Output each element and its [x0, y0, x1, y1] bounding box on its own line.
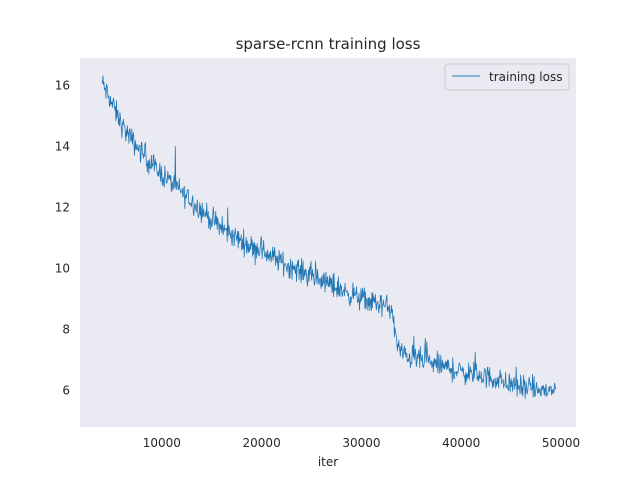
series-line-training-loss: [101, 75, 557, 399]
series-layer: [101, 75, 557, 399]
legend: training loss: [444, 63, 570, 91]
x-axis-ticks: 10000 20000 30000 40000 50000: [143, 436, 580, 450]
y-axis-ticks: 6 8 10 12 14 16: [55, 78, 70, 397]
x-tick-label: 20000: [243, 436, 281, 450]
y-tick-label: 8: [62, 322, 70, 336]
plot-area: [80, 58, 576, 427]
x-axis-label: iter: [318, 455, 338, 469]
chart-title: sparse-rcnn training loss: [236, 35, 421, 53]
x-tick-label: 50000: [542, 436, 580, 450]
legend-label: training loss: [489, 70, 562, 84]
x-tick-label: 30000: [342, 436, 380, 450]
y-tick-label: 16: [55, 78, 70, 92]
y-tick-label: 10: [55, 261, 70, 275]
x-tick-label: 40000: [442, 436, 480, 450]
x-tick-label: 10000: [143, 436, 181, 450]
y-tick-label: 14: [55, 139, 70, 153]
legend-box: [444, 63, 570, 91]
y-tick-label: 6: [62, 383, 70, 397]
y-tick-label: 12: [55, 200, 70, 214]
